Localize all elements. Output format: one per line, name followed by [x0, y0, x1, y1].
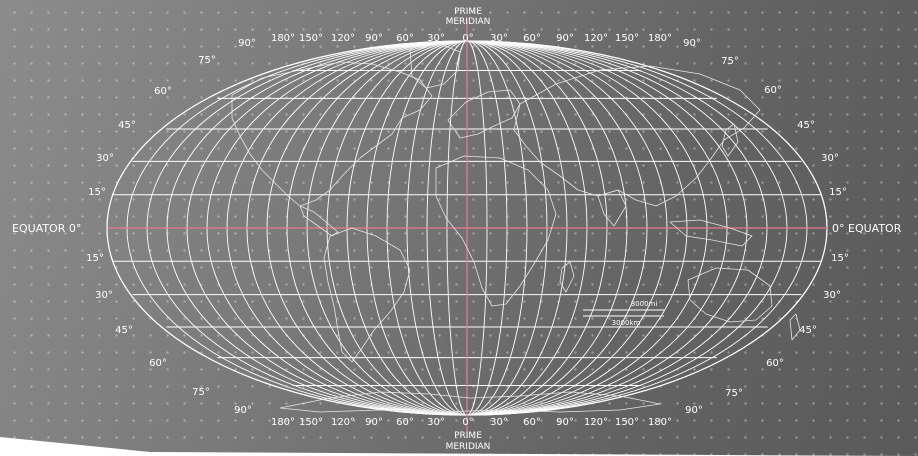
latitude-label-south-left: 30°	[95, 290, 113, 301]
continent-outline	[231, 61, 433, 207]
latitude-label-north-right: 60°	[764, 85, 782, 96]
latitude-label-south-left: 75°	[192, 387, 210, 398]
continent-outline	[447, 89, 521, 139]
longitude-label-top: 90°	[556, 33, 574, 44]
longitude-label-bottom: 150°	[615, 417, 639, 428]
latitude-label-south-right: 45°	[799, 325, 817, 336]
latitude-label-north-left: 45°	[118, 120, 136, 131]
longitude-label-top: 180°	[648, 33, 672, 44]
continent-outline	[789, 313, 801, 341]
longitude-label-bottom: 90°	[365, 417, 383, 428]
continent-outline	[669, 219, 753, 247]
latitude-label-south-left: 45°	[115, 325, 133, 336]
longitude-label-top: 150°	[615, 33, 639, 44]
longitude-label-top: 60°	[523, 33, 541, 44]
latitude-label-north-left: 60°	[154, 86, 172, 97]
longitude-label-bottom: 90°	[556, 417, 574, 428]
latitude-label-north-left: 75°	[198, 55, 216, 66]
coastlines	[231, 43, 801, 413]
latitude-label-north-left: 90°	[238, 38, 256, 49]
equator-label-left: EQUATOR 0°	[12, 222, 81, 235]
longitude-label-top: 30°	[427, 33, 445, 44]
latitude-label-north-left: 30°	[96, 153, 114, 164]
continent-outline	[687, 267, 773, 323]
continent-outline	[435, 155, 557, 307]
latitude-label-south-left: 90°	[234, 405, 252, 416]
continent-outline	[513, 65, 761, 207]
continent-outline	[721, 123, 739, 157]
latitude-label-north-right: 30°	[821, 153, 839, 164]
longitude-label-bottom: 180°	[648, 417, 672, 428]
longitude-label-top: 180°	[271, 33, 295, 44]
longitude-label-top: 90°	[365, 33, 383, 44]
continent-outline	[559, 261, 575, 293]
latitude-label-south-left: 15°	[86, 253, 104, 264]
continent-outline	[323, 227, 411, 363]
longitude-label-bottom: 30°	[427, 417, 445, 428]
prime-meridian-label-bottom: PRIME	[454, 431, 482, 441]
latitude-label-north-right: 15°	[829, 187, 847, 198]
latitude-label-south-left: 60°	[149, 358, 167, 369]
longitude-label-bottom: 0°	[462, 417, 473, 428]
meridian-line	[106, 40, 468, 416]
continent-outline	[279, 391, 661, 413]
longitude-label-bottom: 60°	[396, 417, 414, 428]
longitude-label-bottom: 30°	[490, 417, 508, 428]
prime-meridian-label-top: PRIME	[454, 7, 482, 17]
scale-bar: 3000mi 3000km	[583, 300, 664, 327]
longitude-label-top: 150°	[299, 33, 323, 44]
prime-meridian-label-top: MERIDIAN	[446, 17, 491, 27]
latitude-label-north-right: 90°	[683, 38, 701, 49]
longitude-label-bottom: 150°	[299, 417, 323, 428]
longitude-label-bottom: 180°	[271, 417, 295, 428]
scale-label-miles: 3000mi	[631, 300, 658, 308]
latitude-label-south-right: 30°	[823, 290, 841, 301]
continent-outline	[597, 189, 627, 227]
longitude-label-top: 120°	[331, 33, 355, 44]
prime-meridian-label-bottom: MERIDIAN	[446, 442, 491, 452]
continent-outline	[409, 43, 461, 89]
continent-outline	[299, 205, 339, 237]
scale-label-km: 3000km	[612, 319, 641, 327]
graticule	[106, 18, 828, 438]
longitude-label-top: 0°	[462, 33, 473, 44]
latitude-label-north-right: 75°	[721, 56, 739, 67]
longitude-label-bottom: 120°	[331, 417, 355, 428]
longitude-label-top: 30°	[490, 33, 508, 44]
latitude-label-south-right: 90°	[685, 405, 703, 416]
latitude-label-north-right: 45°	[797, 120, 815, 131]
latitude-label-south-right: 15°	[831, 253, 849, 264]
longitude-label-top: 120°	[584, 33, 608, 44]
longitude-label-top: 60°	[396, 33, 414, 44]
equator-label-right: 0° EQUATOR	[832, 222, 902, 235]
longitude-label-bottom: 120°	[584, 417, 608, 428]
latitude-label-south-right: 75°	[725, 388, 743, 399]
latitude-label-south-right: 60°	[766, 358, 784, 369]
latitude-label-north-left: 15°	[88, 187, 106, 198]
longitude-label-bottom: 60°	[523, 417, 541, 428]
